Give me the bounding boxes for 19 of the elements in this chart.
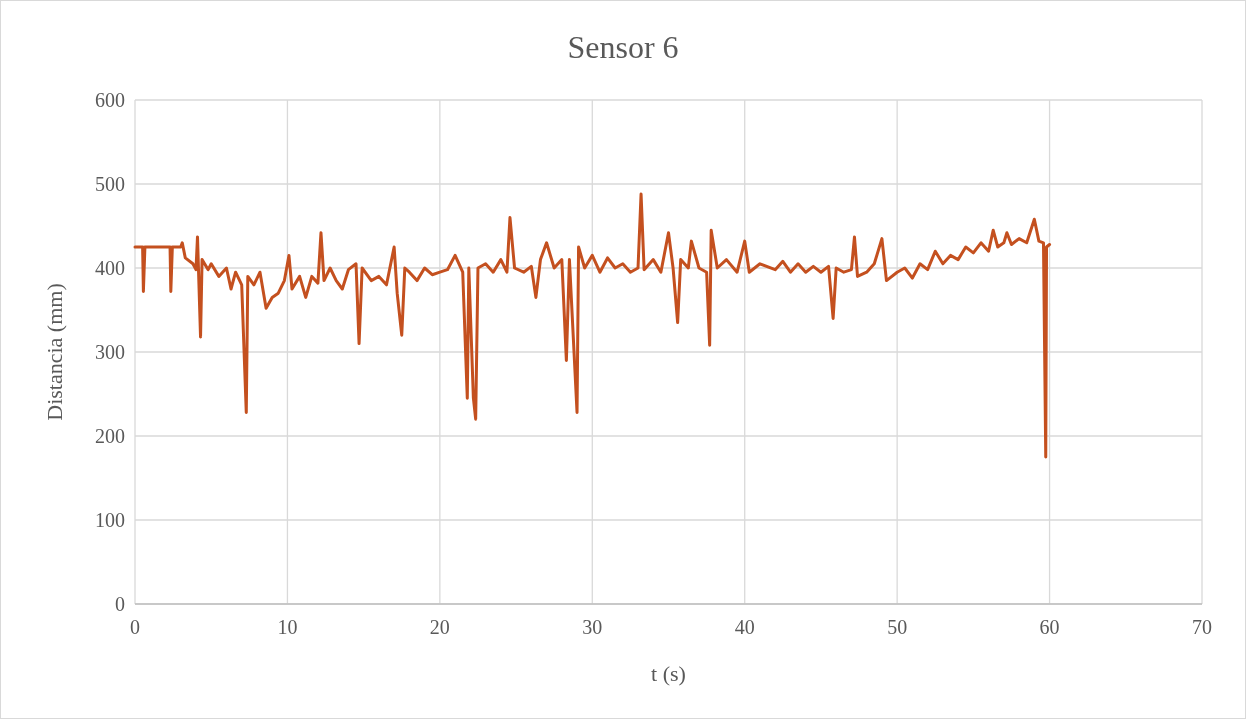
y-tick-label: 600 xyxy=(95,89,125,111)
x-tick-label: 10 xyxy=(277,616,298,638)
y-tick-label: 200 xyxy=(95,425,125,447)
chart-title: Sensor 6 xyxy=(567,29,679,65)
y-tick-label: 500 xyxy=(95,173,125,195)
x-axis-title: t (s) xyxy=(651,661,686,686)
x-tick-label: 60 xyxy=(1039,616,1060,638)
y-tick-label: 300 xyxy=(95,341,125,363)
x-tick-label: 40 xyxy=(734,616,755,638)
y-tick-label: 0 xyxy=(115,593,125,615)
x-tick-label: 70 xyxy=(1192,616,1212,638)
y-tick-label: 100 xyxy=(95,509,125,531)
line-series xyxy=(133,192,1052,459)
x-tick-label: 20 xyxy=(429,616,450,638)
x-tick-label: 50 xyxy=(887,616,908,638)
x-tick-label: 30 xyxy=(582,616,603,638)
x-tick-label: 0 xyxy=(130,616,140,638)
y-axis-title: Distancia (mm) xyxy=(42,283,67,421)
y-tick-label: 400 xyxy=(95,257,125,279)
